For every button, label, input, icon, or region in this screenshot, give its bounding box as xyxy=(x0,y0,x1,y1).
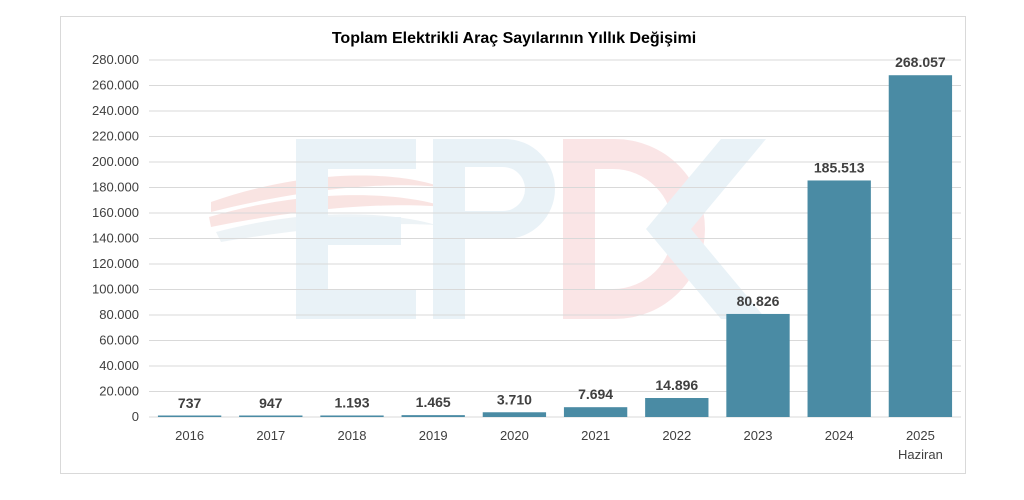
y-tick-label: 280.000 xyxy=(92,52,139,67)
y-axis: 0 20.000 40.000 60.000 80.000 100.000 120.000 1… xyxy=(92,52,139,424)
x-tick-label: 2020 xyxy=(500,428,529,443)
data-labels: 737 947 1.193 1.465 3.710 7.694 14.896 80.826 18… xyxy=(178,54,946,411)
y-tick-label: 160.000 xyxy=(92,205,139,220)
data-label-2025: 268.057 xyxy=(895,54,946,70)
data-label-2020: 3.710 xyxy=(497,391,532,407)
y-tick-label: 80.000 xyxy=(99,307,139,322)
x-tick-label: 2022 xyxy=(662,428,691,443)
data-label-2018: 1.193 xyxy=(334,394,369,410)
epdk-watermark xyxy=(209,139,766,319)
x-tick-label: 2018 xyxy=(338,428,367,443)
bar-2018 xyxy=(320,415,384,417)
y-tick-label: 220.000 xyxy=(92,129,139,144)
x-tick-label: 2021 xyxy=(581,428,610,443)
y-tick-label: 260.000 xyxy=(92,78,139,93)
y-tick-label: 120.000 xyxy=(92,256,139,271)
bar-chart: Toplam Elektrikli Araç Sayılarının Yıllı… xyxy=(92,30,961,462)
x-tick-label: 2023 xyxy=(744,428,773,443)
x-tick-label: 2025 xyxy=(906,428,935,443)
x-tick-sublabel: Haziran xyxy=(898,447,943,462)
bars xyxy=(157,75,953,417)
chart-frame: Toplam Elektrikli Araç Sayılarının Yıllı… xyxy=(60,16,966,474)
y-tick-label: 180.000 xyxy=(92,180,139,195)
data-label-2021: 7.694 xyxy=(578,386,613,402)
data-label-2022: 14.896 xyxy=(655,377,698,393)
data-label-2016: 737 xyxy=(178,395,202,411)
y-tick-label: 40.000 xyxy=(99,358,139,373)
data-label-2019: 1.465 xyxy=(416,394,451,410)
data-label-2017: 947 xyxy=(259,395,283,411)
y-tick-label: 20.000 xyxy=(99,384,139,399)
x-axis: 2016 2017 2018 2019 2020 2021 2022 2023 2024 2025… xyxy=(175,428,943,462)
x-tick-label: 2016 xyxy=(175,428,204,443)
bar-2017 xyxy=(239,415,303,417)
bar-2019 xyxy=(401,415,465,417)
bar-2025 xyxy=(888,75,953,417)
x-tick-label: 2019 xyxy=(419,428,448,443)
data-label-2023: 80.826 xyxy=(737,293,780,309)
chart-title: Toplam Elektrikli Araç Sayılarının Yıllı… xyxy=(332,30,696,47)
bar-2021 xyxy=(563,407,628,417)
data-label-2024: 185.513 xyxy=(814,159,865,175)
y-tick-label: 100.000 xyxy=(92,282,139,297)
y-tick-label: 240.000 xyxy=(92,103,139,118)
bar-2023 xyxy=(726,313,790,417)
y-tick-label: 0 xyxy=(132,409,139,424)
bar-2016 xyxy=(157,415,222,417)
x-tick-label: 2024 xyxy=(825,428,854,443)
y-tick-label: 60.000 xyxy=(99,333,139,348)
bar-2022 xyxy=(645,398,709,417)
bar-2024 xyxy=(807,180,871,417)
y-tick-label: 140.000 xyxy=(92,231,139,246)
y-tick-label: 200.000 xyxy=(92,154,139,169)
x-tick-label: 2017 xyxy=(256,428,285,443)
bar-2020 xyxy=(482,412,547,417)
